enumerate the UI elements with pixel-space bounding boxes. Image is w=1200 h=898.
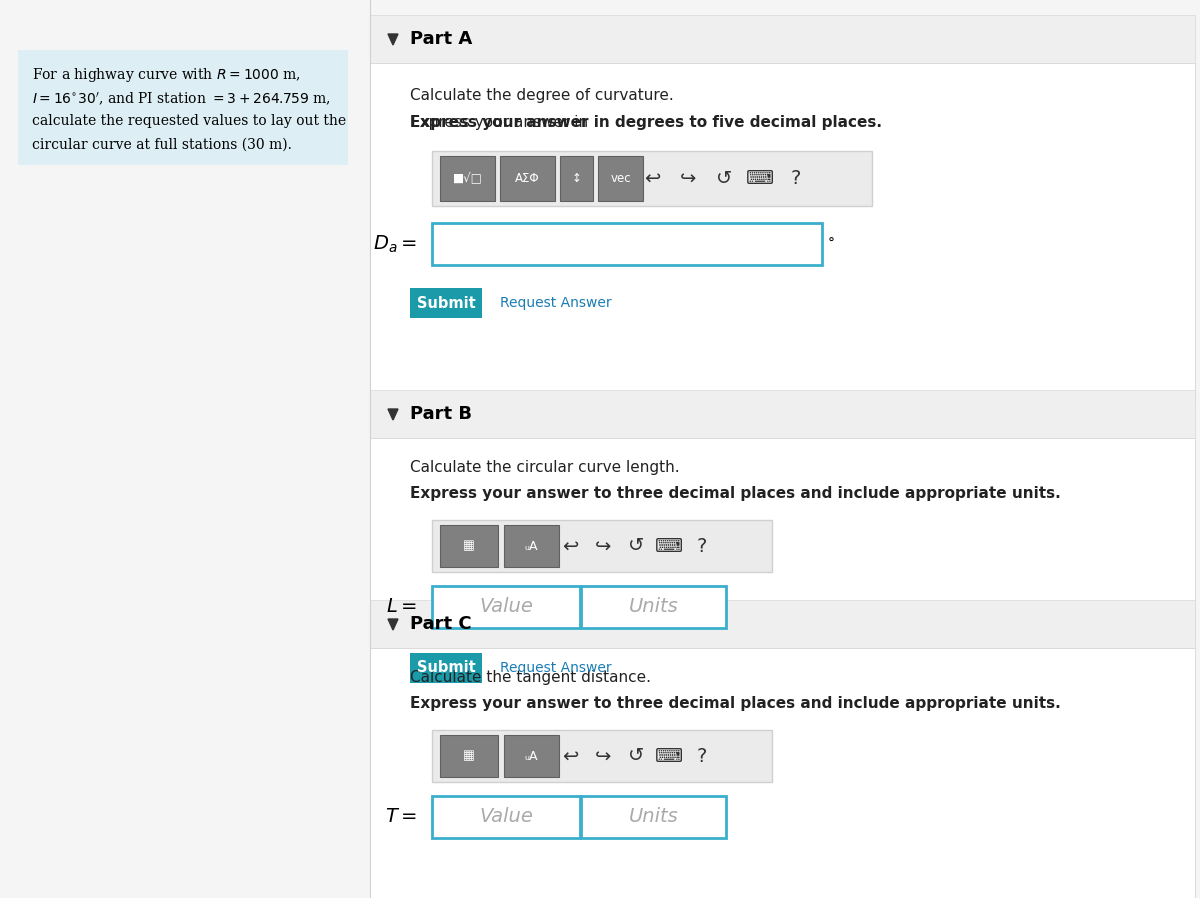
Polygon shape — [388, 34, 398, 45]
Bar — [432, 223, 822, 265]
Bar — [598, 156, 643, 201]
Bar — [504, 525, 559, 567]
Bar — [370, 648, 1195, 898]
Text: ?: ? — [697, 746, 707, 765]
Bar — [410, 288, 482, 318]
Text: $D_a =$: $D_a =$ — [373, 233, 418, 255]
Text: For a highway curve with $R = 1000$ m,: For a highway curve with $R = 1000$ m, — [32, 66, 301, 84]
Text: Express your answer to three decimal places and include appropriate units.: Express your answer to three decimal pla… — [410, 696, 1061, 711]
Text: Units: Units — [629, 597, 678, 617]
Text: ?: ? — [697, 536, 707, 556]
Bar — [432, 796, 580, 838]
Bar — [370, 0, 1195, 898]
Text: Part C: Part C — [410, 615, 472, 633]
Text: ↺: ↺ — [628, 746, 644, 765]
Text: ᵤA: ᵤA — [524, 750, 539, 762]
Text: Part B: Part B — [410, 405, 472, 423]
Text: ᵤA: ᵤA — [524, 540, 539, 552]
Bar — [581, 796, 726, 838]
Text: Calculate the tangent distance.: Calculate the tangent distance. — [410, 670, 650, 685]
Text: ↺: ↺ — [628, 536, 644, 556]
Text: Express your answer to three decimal places and include appropriate units.: Express your answer to three decimal pla… — [410, 486, 1061, 501]
Bar — [432, 151, 872, 206]
Text: Units: Units — [629, 807, 678, 826]
Bar — [504, 735, 559, 777]
Text: ■√□: ■√□ — [452, 172, 482, 185]
Bar — [581, 586, 726, 628]
Text: ⌨: ⌨ — [655, 746, 683, 765]
Bar — [410, 653, 482, 683]
Text: Submit: Submit — [416, 295, 475, 311]
Text: ⌨: ⌨ — [746, 169, 774, 188]
Text: ↕: ↕ — [571, 172, 582, 185]
Text: ↩: ↩ — [562, 746, 578, 765]
Bar — [560, 156, 593, 201]
Bar — [370, 600, 1195, 648]
Text: ▦: ▦ — [463, 750, 475, 762]
Text: $I = 16^{\circ}30'$, and PI station $= 3 + 264.759$ m,: $I = 16^{\circ}30'$, and PI station $= 3… — [32, 90, 330, 107]
Bar — [440, 156, 496, 201]
Polygon shape — [388, 409, 398, 420]
Text: vec: vec — [610, 172, 631, 185]
Text: Value: Value — [479, 597, 533, 617]
Bar — [370, 63, 1195, 403]
Bar — [370, 390, 1195, 438]
Text: ↩: ↩ — [562, 536, 578, 556]
Bar — [440, 525, 498, 567]
Text: Part A: Part A — [410, 30, 473, 48]
Text: ⌨: ⌨ — [655, 536, 683, 556]
Text: Express your answer in degrees to five decimal places.: Express your answer in degrees to five d… — [410, 115, 882, 130]
Text: ↩: ↩ — [644, 169, 660, 188]
Text: $L =$: $L =$ — [386, 598, 418, 616]
Bar — [432, 730, 772, 782]
Text: ↪: ↪ — [595, 536, 611, 556]
Bar — [370, 438, 1195, 643]
Bar — [500, 156, 554, 201]
Polygon shape — [388, 619, 398, 630]
Text: ?: ? — [791, 169, 802, 188]
Bar — [432, 586, 580, 628]
Text: ↪: ↪ — [680, 169, 696, 188]
Bar — [18, 50, 348, 165]
Text: ↺: ↺ — [716, 169, 732, 188]
Text: Calculate the degree of curvature.: Calculate the degree of curvature. — [410, 88, 673, 103]
Bar — [440, 735, 498, 777]
Text: ΑΣΦ: ΑΣΦ — [515, 172, 540, 185]
Text: Submit: Submit — [416, 661, 475, 675]
Text: Request Answer: Request Answer — [500, 661, 612, 675]
Text: circular curve at full stations (30 m).: circular curve at full stations (30 m). — [32, 138, 292, 152]
Text: Express your answer in: Express your answer in — [410, 115, 593, 130]
Text: Calculate the circular curve length.: Calculate the circular curve length. — [410, 460, 679, 475]
Bar — [432, 520, 772, 572]
Text: Request Answer: Request Answer — [500, 296, 612, 310]
Text: calculate the requested values to lay out the: calculate the requested values to lay ou… — [32, 114, 346, 128]
Text: ▦: ▦ — [463, 540, 475, 552]
Text: ↪: ↪ — [595, 746, 611, 765]
Bar — [370, 15, 1195, 63]
Text: °: ° — [828, 237, 835, 251]
Text: Value: Value — [479, 807, 533, 826]
Text: $T =$: $T =$ — [385, 808, 418, 826]
